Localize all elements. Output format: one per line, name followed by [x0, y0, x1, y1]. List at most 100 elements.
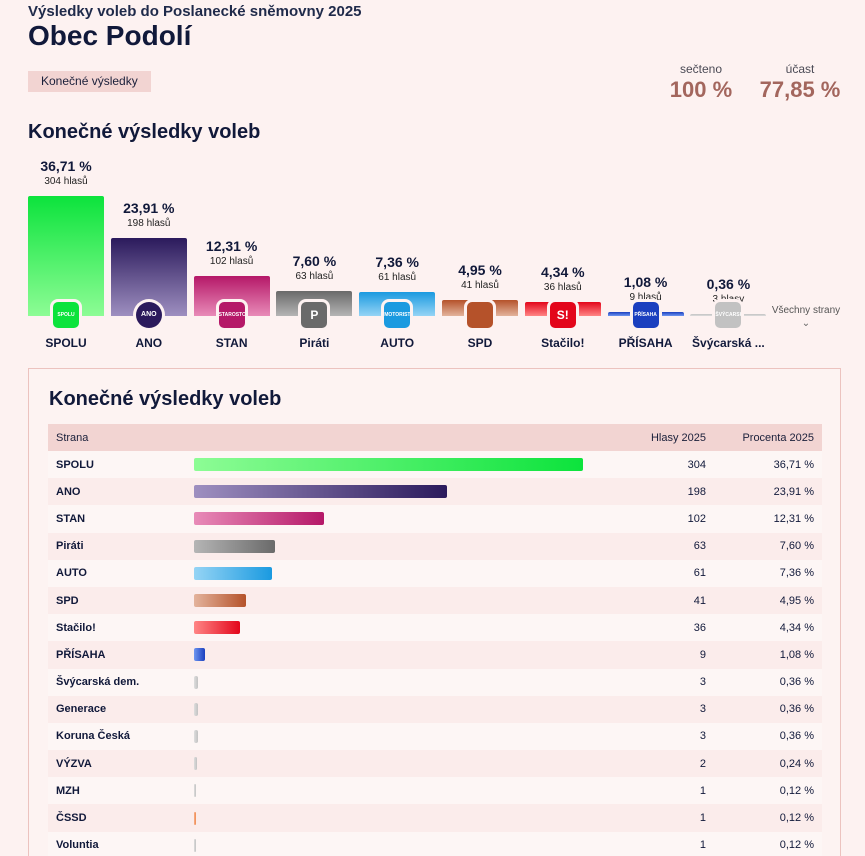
- party-logo-icon: SPOLU: [53, 302, 79, 328]
- table-panel-title: Konečné výsledky voleb: [49, 388, 282, 410]
- results-table-body: SPOLU 304 36,71 % ANO 198 23,91 % STAN 102 12,31…: [48, 451, 822, 856]
- table-row[interactable]: ČSSD 1 0,12 %: [48, 804, 822, 832]
- turnout-label: účast: [785, 62, 815, 76]
- table-row[interactable]: VÝZVA 2 0,24 %: [48, 750, 822, 778]
- votes-cell: 9: [699, 648, 706, 661]
- chart-value-label: 0,36 %: [706, 276, 751, 292]
- votes-cell: 3: [699, 703, 706, 716]
- votes-cell: 41: [693, 594, 706, 607]
- share-bar: [194, 594, 247, 608]
- table-row[interactable]: STAN 102 12,31 %: [48, 505, 822, 533]
- table-row[interactable]: MZH 1 0,12 %: [48, 777, 822, 805]
- percent-cell: 36,71 %: [773, 458, 814, 471]
- votes-cell: 36: [693, 621, 706, 634]
- share-bar: [194, 539, 275, 553]
- votes-cell: 61: [693, 567, 706, 580]
- percent-cell: 23,91 %: [773, 485, 814, 498]
- party-logo-icon: ŠVÝCARSKÁ: [715, 302, 742, 328]
- chart-column-pir-ti[interactable]: 7,60 % 63 hlasů P Piráti: [276, 150, 353, 356]
- table-row[interactable]: ANO 198 23,91 %: [48, 478, 822, 506]
- bar-cell: [186, 696, 591, 723]
- party-name-cell: Stačilo!: [56, 621, 96, 634]
- chart-column-auto[interactable]: 7,36 %61 hlasů MOTORISTÉ AUTO: [359, 150, 436, 356]
- table-row[interactable]: Piráti 63 7,60 %: [48, 532, 822, 560]
- chart-votes-label: 304 hlasů: [44, 176, 88, 187]
- chart-column--v-carsk[interactable]: 0,36 % 3 hlasyŠVÝCARSKÁ Švýcarská ...: [690, 150, 767, 356]
- percent-cell: 7,60 %: [779, 540, 814, 553]
- percent-cell: 0,24 %: [779, 757, 814, 770]
- bar-cell: [186, 669, 591, 696]
- votes-cell: 2: [699, 757, 706, 770]
- votes-cell: 102: [687, 512, 706, 525]
- share-bar: [194, 729, 198, 743]
- party-name-cell: Piráti: [56, 540, 84, 553]
- chart-column-stan[interactable]: 12,31 %102 hlasů STAROSTOVÉ STAN: [193, 150, 270, 356]
- share-bar: [194, 838, 196, 852]
- share-bar: [194, 485, 448, 499]
- table-row[interactable]: PŘÍSAHA 9 1,08 %: [48, 641, 822, 669]
- bar-cell: [186, 804, 591, 831]
- chart-votes-label: 61 hlasů: [378, 271, 417, 283]
- share-bar: [194, 784, 196, 798]
- party-logo-icon: ANO: [135, 302, 162, 328]
- chart-column-p-saha[interactable]: 1,08 % 9 hlasů PŘÍSAHA PŘÍSAHA: [607, 150, 684, 356]
- party-name-cell: MZH: [56, 784, 80, 797]
- table-header-row: Strana Hlasy 2025 Procenta 2025: [48, 424, 822, 451]
- party-name-cell: Koruna Česká: [56, 730, 130, 743]
- chart-votes-label: 36 hlasů: [543, 281, 582, 293]
- percent-cell: 7,36 %: [779, 567, 814, 580]
- all-parties-toggle[interactable]: Všechny strany ⌄: [768, 305, 844, 329]
- header-votes[interactable]: Hlasy 2025: [591, 424, 714, 451]
- chart-category-label: PŘÍSAHA: [618, 336, 673, 350]
- share-bar: [194, 648, 206, 662]
- table-row[interactable]: Voluntia 1 0,12 %: [48, 831, 822, 856]
- counted-label: sečteno: [679, 62, 723, 76]
- votes-cell: 1: [699, 839, 706, 852]
- chart-category-label: Švýcarská ...: [692, 336, 765, 350]
- results-table-panel: Konečné výsledky voleb Strana Hlasy 2025…: [28, 368, 841, 856]
- chart-category-label: STAN: [215, 336, 248, 350]
- share-bar: [194, 566, 272, 580]
- bar-cell: [186, 478, 591, 505]
- table-row[interactable]: Generace 3 0,36 %: [48, 695, 822, 723]
- chart-category-label: SPOLU: [45, 336, 87, 350]
- header-party[interactable]: Strana: [48, 424, 186, 451]
- chart-votes-label: 41 hlasů: [461, 279, 499, 291]
- table-row[interactable]: Koruna Česká 3 0,36 %: [48, 722, 822, 751]
- table-row[interactable]: AUTO 61 7,36 %: [48, 559, 822, 587]
- header-percent[interactable]: Procenta 2025: [714, 424, 822, 451]
- bar-cell: [186, 451, 591, 478]
- party-name-cell: PŘÍSAHA: [56, 648, 106, 661]
- percent-cell: 4,34 %: [779, 621, 814, 634]
- chart-column-ano[interactable]: 23,91 % 198 hlasů ANO ANO: [110, 150, 187, 356]
- party-name-cell: SPOLU: [56, 458, 94, 471]
- party-logo-icon: PŘÍSAHA: [632, 302, 659, 328]
- chart-votes-label: 198 hlasů: [127, 217, 171, 229]
- party-name-cell: VÝZVA: [56, 757, 92, 770]
- chart-column-spd[interactable]: 4,95 % 41 hlasů SPD: [442, 150, 518, 356]
- votes-cell: 63: [693, 540, 706, 553]
- votes-cell: 3: [699, 676, 706, 689]
- chart-value-label: 7,36 %: [375, 253, 419, 270]
- chart-section-title: Konečné výsledky voleb: [28, 121, 261, 143]
- chart-value-label: 4,34 %: [541, 263, 585, 280]
- table-row[interactable]: Stačilo! 36 4,34 %: [48, 614, 822, 642]
- chart-column-spolu[interactable]: 36,71 % 304 hlasů SPOLU SPOLU: [28, 150, 104, 356]
- page-subtitle: Výsledky voleb do Poslanecké sněmovny 20…: [28, 3, 362, 20]
- share-bar: [194, 458, 583, 472]
- bar-cell: [186, 533, 591, 560]
- chart-value-label: 23,91 %: [123, 199, 175, 216]
- table-row[interactable]: Švýcarská dem. 3 0,36 %: [48, 668, 822, 696]
- table-row[interactable]: SPD 41 4,95 %: [48, 586, 822, 615]
- chart-category-label: Stačilo!: [541, 336, 585, 350]
- chart-value-label: 7,60 %: [292, 253, 337, 270]
- chart-votes-label: 63 hlasů: [295, 271, 334, 283]
- bar-cell: [186, 641, 591, 668]
- chart-value-label: 4,95 %: [458, 261, 502, 278]
- percent-cell: 0,12 %: [779, 784, 814, 797]
- table-row[interactable]: SPOLU 304 36,71 %: [48, 451, 822, 479]
- bar-cell: [186, 723, 591, 750]
- chart-column-sta-ilo[interactable]: 4,34 % 36 hlasů S! Stačilo!: [524, 150, 601, 356]
- bar-cell: [186, 505, 591, 532]
- party-name-cell: STAN: [56, 512, 86, 525]
